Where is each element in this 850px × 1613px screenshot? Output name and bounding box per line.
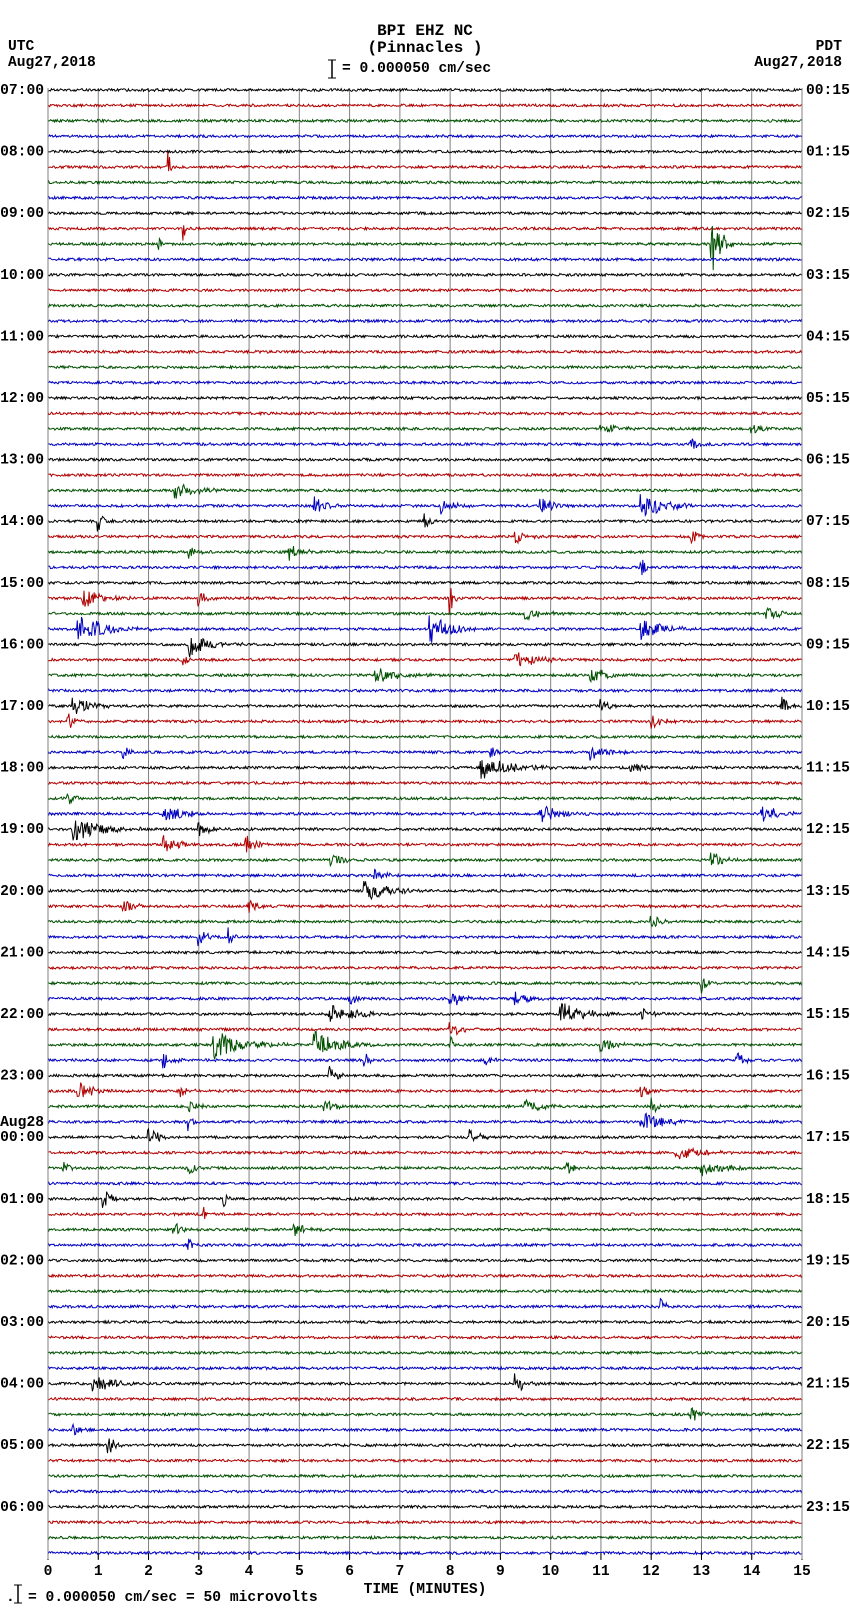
svg-text:14: 14 (743, 1564, 761, 1580)
svg-text:18:00: 18:00 (0, 761, 44, 777)
svg-text:PDT: PDT (816, 39, 843, 55)
svg-text:UTC: UTC (8, 39, 35, 55)
svg-text:23:00: 23:00 (0, 1069, 44, 1085)
svg-text:2: 2 (144, 1564, 153, 1580)
svg-text:11: 11 (592, 1564, 610, 1580)
svg-text:.: . (6, 1590, 15, 1606)
svg-text:23:15: 23:15 (806, 1500, 850, 1516)
svg-text:09:15: 09:15 (806, 637, 850, 653)
svg-text:Aug27,2018: Aug27,2018 (8, 55, 96, 71)
svg-text:08:15: 08:15 (806, 576, 850, 592)
svg-text:01:00: 01:00 (0, 1192, 44, 1208)
svg-text:16:15: 16:15 (806, 1069, 850, 1085)
svg-text:05:00: 05:00 (0, 1438, 44, 1454)
svg-text:15: 15 (793, 1564, 811, 1580)
svg-text:11:00: 11:00 (0, 329, 44, 345)
svg-text:06:00: 06:00 (0, 1500, 44, 1516)
svg-text:9: 9 (496, 1564, 505, 1580)
svg-text:21:00: 21:00 (0, 945, 44, 961)
svg-text:13: 13 (693, 1564, 711, 1580)
svg-text:Aug28: Aug28 (0, 1115, 44, 1131)
svg-text:19:15: 19:15 (806, 1253, 850, 1269)
svg-text:18:15: 18:15 (806, 1192, 850, 1208)
svg-text:03:00: 03:00 (0, 1315, 44, 1331)
svg-text:07:15: 07:15 (806, 514, 850, 530)
svg-text:14:00: 14:00 (0, 514, 44, 530)
svg-text:12:15: 12:15 (806, 822, 850, 838)
svg-text:1: 1 (94, 1564, 103, 1580)
svg-text:01:15: 01:15 (806, 145, 850, 161)
svg-text:4: 4 (245, 1564, 254, 1580)
svg-text:08:00: 08:00 (0, 145, 44, 161)
svg-text:11:15: 11:15 (806, 761, 850, 777)
svg-text:22:15: 22:15 (806, 1438, 850, 1454)
svg-text:00:00: 00:00 (0, 1130, 44, 1146)
svg-text:21:15: 21:15 (806, 1377, 850, 1393)
svg-text:22:00: 22:00 (0, 1007, 44, 1023)
svg-text:20:15: 20:15 (806, 1315, 850, 1331)
svg-text:17:15: 17:15 (806, 1130, 850, 1146)
svg-text:12: 12 (642, 1564, 660, 1580)
svg-text:07:00: 07:00 (0, 83, 44, 99)
svg-text:15:15: 15:15 (806, 1007, 850, 1023)
helicorder-plot: BPI EHZ NC(Pinnacles ) = 0.000050 cm/sec U… (0, 0, 850, 1613)
svg-text:20:00: 20:00 (0, 884, 44, 900)
svg-text:02:15: 02:15 (806, 206, 850, 222)
svg-text:00:15: 00:15 (806, 83, 850, 99)
svg-text:3: 3 (194, 1564, 203, 1580)
svg-text:5: 5 (295, 1564, 304, 1580)
svg-text:15:00: 15:00 (0, 576, 44, 592)
svg-text:19:00: 19:00 (0, 822, 44, 838)
svg-text:17:00: 17:00 (0, 699, 44, 715)
svg-text:13:00: 13:00 (0, 453, 44, 469)
svg-text:10:00: 10:00 (0, 268, 44, 284)
svg-text:03:15: 03:15 (806, 268, 850, 284)
svg-text:10:15: 10:15 (806, 699, 850, 715)
svg-text:02:00: 02:00 (0, 1253, 44, 1269)
svg-text:0: 0 (44, 1564, 53, 1580)
svg-text:Aug27,2018: Aug27,2018 (754, 55, 842, 71)
svg-text:06:15: 06:15 (806, 453, 850, 469)
svg-text:7: 7 (395, 1564, 404, 1580)
svg-text:6: 6 (345, 1564, 354, 1580)
svg-text:10: 10 (542, 1564, 560, 1580)
svg-text:8: 8 (446, 1564, 455, 1580)
svg-text:05:15: 05:15 (806, 391, 850, 407)
svg-text:04:00: 04:00 (0, 1377, 44, 1393)
svg-text:09:00: 09:00 (0, 206, 44, 222)
svg-text:(Pinnacles ): (Pinnacles ) (368, 39, 483, 57)
svg-text:= 0.000050 cm/sec: = 0.000050 cm/sec (342, 61, 491, 77)
svg-text:12:00: 12:00 (0, 391, 44, 407)
svg-text:16:00: 16:00 (0, 637, 44, 653)
svg-text:= 0.000050 cm/sec = 50 mic: = 0.000050 cm/sec = 50 microvolts (28, 1590, 318, 1606)
svg-text:BPI EHZ NC: BPI EHZ NC (377, 22, 473, 40)
svg-text:TIME (MINUTES): TIME (MINUTES) (364, 1582, 487, 1598)
svg-text:13:15: 13:15 (806, 884, 850, 900)
svg-text:14:15: 14:15 (806, 945, 850, 961)
svg-text:04:15: 04:15 (806, 329, 850, 345)
